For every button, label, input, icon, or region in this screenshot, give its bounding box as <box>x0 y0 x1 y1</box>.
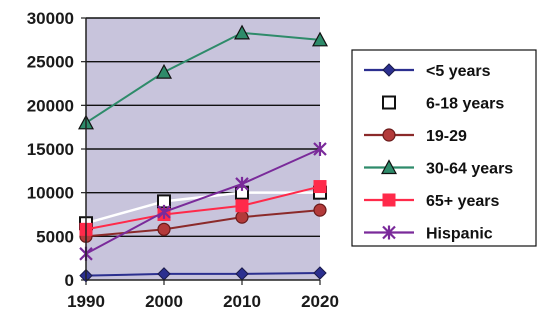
series-line <box>85 185 321 231</box>
x-tick-label: 2020 <box>301 292 339 311</box>
legend-label: 30-64 years <box>426 161 513 178</box>
legend-marker <box>380 159 398 175</box>
data-point <box>157 222 171 236</box>
series-line <box>85 148 321 255</box>
x-tick-label: 2000 <box>145 292 183 311</box>
legend-label: 6-18 years <box>426 96 504 113</box>
x-tick-label: 2010 <box>223 292 261 311</box>
y-tick-label: 25000 <box>27 53 74 72</box>
data-point <box>313 266 327 280</box>
legend-label: 19-29 <box>426 128 467 145</box>
y-tick-label: 15000 <box>27 140 74 159</box>
legend-marker <box>382 95 396 110</box>
legend-box <box>351 49 537 247</box>
legend-item: 65+ years <box>364 193 500 210</box>
y-axis-ticks: 0 5000 10000 15000 20000 25000 30000 <box>27 9 86 290</box>
y-tick-label: 0 <box>65 271 74 290</box>
data-point <box>313 203 327 217</box>
data-point <box>313 180 327 194</box>
gridlines <box>86 17 320 238</box>
series--5-years <box>79 266 327 283</box>
legend-item: 6-18 years <box>382 95 504 113</box>
legend-marker <box>382 128 396 142</box>
data-point <box>235 199 249 213</box>
series-line <box>85 31 321 124</box>
legend-item: <5 years <box>364 63 491 80</box>
legend-marker <box>382 225 396 240</box>
legend-item: 30-64 years <box>364 159 513 178</box>
x-axis-ticks: 1990 2000 2010 2020 <box>67 280 339 311</box>
legend-marker <box>382 193 396 207</box>
y-tick-label: 10000 <box>27 184 74 203</box>
legend-label: <5 years <box>426 63 491 80</box>
legend: <5 years 6-18 years 19-29 30-64 years 65+ ye… <box>364 63 513 243</box>
legend-item: 19-29 <box>364 128 467 145</box>
legend-item: Hispanic <box>364 225 493 243</box>
x-tick-label: 1990 <box>67 292 105 311</box>
data-point <box>157 204 171 219</box>
data-point <box>235 176 249 191</box>
data-point <box>313 142 327 156</box>
legend-marker <box>382 63 396 77</box>
y-tick-label: 5000 <box>36 227 74 246</box>
y-tick-label: 20000 <box>27 96 74 115</box>
data-point <box>311 31 329 47</box>
data-point <box>155 63 173 79</box>
data-point <box>233 24 251 40</box>
y-tick-label: 30000 <box>27 9 74 28</box>
data-point <box>235 210 249 224</box>
legend-label: 65+ years <box>426 193 500 210</box>
legend-label: Hispanic <box>426 226 493 243</box>
series-line <box>85 272 321 277</box>
